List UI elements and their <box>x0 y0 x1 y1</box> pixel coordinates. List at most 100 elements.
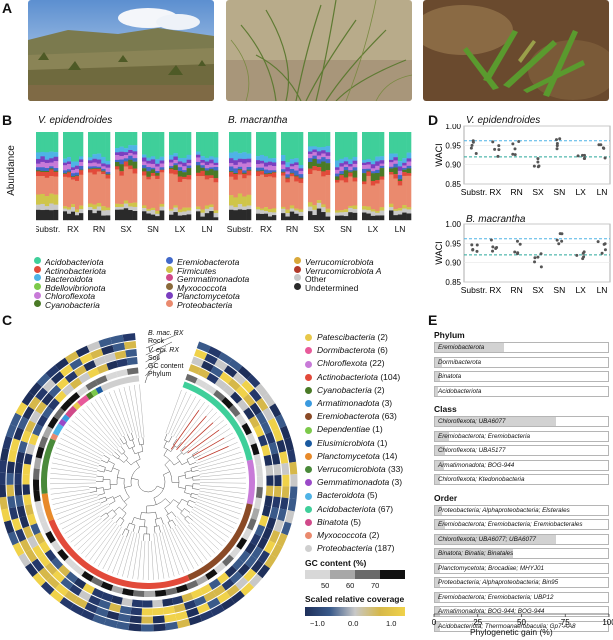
tree-branch <box>127 434 131 441</box>
tree-branch <box>61 503 109 530</box>
bar-segment <box>272 170 277 173</box>
bar-segment <box>159 160 165 164</box>
bar-segment <box>339 175 345 181</box>
tree-branch <box>176 506 183 512</box>
bar-segment <box>44 152 50 160</box>
legend-swatch <box>34 300 41 308</box>
bar-segment <box>67 207 72 210</box>
coverage-ring-segment <box>78 372 91 384</box>
coverage-ring-segment <box>208 578 222 590</box>
bar-segment <box>75 132 80 162</box>
coverage-ring-segment <box>23 494 32 506</box>
bar-segment <box>393 153 399 158</box>
tree-arc <box>186 500 190 505</box>
bar-segment <box>142 208 147 212</box>
bar-segment <box>375 161 380 166</box>
xtick-label: RX <box>67 224 79 234</box>
bar-segment <box>237 204 243 210</box>
bar-segment <box>49 193 54 204</box>
ytick-label: 0.85 <box>445 180 461 189</box>
tree-branch <box>53 496 99 510</box>
coverage-ring-segment <box>131 599 143 608</box>
bar-segment <box>96 171 102 204</box>
bar-segment <box>272 215 277 221</box>
bar-segment <box>260 167 265 171</box>
bar-segment <box>115 166 120 170</box>
bar-segment <box>169 168 174 174</box>
coverage-ring-segment <box>112 342 126 352</box>
bar-segment <box>406 209 412 214</box>
gc-ring-segment <box>132 590 145 597</box>
bar-segment <box>105 160 111 165</box>
coverage-ring-segment <box>257 564 271 579</box>
panel-e-chart: Phylum Eremiobacterota Dormibacterota Binat… <box>434 330 612 632</box>
highlight-branch <box>176 415 207 451</box>
coverage-ring-segment <box>191 356 204 368</box>
tree-branch <box>192 520 223 546</box>
bar-segment <box>321 212 326 221</box>
gc-tick-60: 60 <box>346 581 355 590</box>
coverage-ring-segment <box>267 417 280 432</box>
bar-segment <box>268 172 273 174</box>
tree-branch <box>139 384 145 438</box>
legend-label: Bacteroidota <box>45 274 93 285</box>
bar-segment <box>325 170 331 176</box>
bar-segment <box>312 205 318 210</box>
coverage-ring-segment <box>204 353 218 366</box>
bar-segment <box>159 210 165 221</box>
xtick-label: SX <box>532 187 544 197</box>
data-point <box>558 137 562 141</box>
tree-branch <box>168 391 187 435</box>
xtick-label: LN <box>395 224 406 234</box>
bar-segment <box>67 209 72 214</box>
legend-item: Actinobacteriota <box>34 261 106 279</box>
bar-segment <box>101 215 106 221</box>
legend-label: Acidobacteriota <box>45 257 104 267</box>
ring-label-phylum: Phylum <box>148 371 172 379</box>
coverage-ring-segment <box>152 615 165 624</box>
bar-segment <box>348 176 353 207</box>
bar-segment <box>335 212 340 216</box>
gain-bar-row: Chloroflexota; UBA6077 <box>434 416 609 427</box>
coverage-ring-segment <box>257 550 270 564</box>
coverage-ring-segment <box>24 504 34 516</box>
bar-segment <box>200 156 206 161</box>
bar-segment <box>142 132 147 155</box>
bar-segment <box>362 173 367 182</box>
bar-segment <box>119 132 125 147</box>
bar-segment <box>204 175 210 180</box>
coverage-ring-segment <box>261 444 271 457</box>
ytick-label: 1.00 <box>445 124 461 131</box>
phylum-count: (187) <box>372 543 395 554</box>
bar-segment <box>49 168 54 170</box>
coverage-ring-segment <box>35 401 48 415</box>
phylum-ring-segment <box>187 503 253 581</box>
gain-bar-row: Eremiobacterota; Eremiobacteria <box>434 430 609 442</box>
tree-branch <box>98 526 122 567</box>
tree-branch <box>198 493 244 505</box>
bar-segment <box>53 161 59 169</box>
bar-segment <box>173 132 179 154</box>
bar-segment <box>260 171 265 175</box>
bar-segment <box>40 176 46 195</box>
xtick-label: LN <box>597 285 608 295</box>
bar-segment <box>229 171 234 173</box>
gc-ring-segment <box>111 585 124 595</box>
phylum-swatch <box>305 400 312 408</box>
gc-ring-segment <box>60 399 73 412</box>
phylum-swatch <box>305 347 312 355</box>
tree-branch <box>196 446 240 464</box>
bar-segment <box>92 166 98 169</box>
coverage-ring-segment <box>284 510 295 524</box>
bar-segment <box>63 165 68 171</box>
bar-segment <box>92 204 98 210</box>
bar-segment <box>246 162 252 168</box>
bar-segment <box>53 132 59 153</box>
bar-segment <box>209 211 214 221</box>
bar-segment <box>397 180 403 186</box>
legend-swatch <box>34 291 41 299</box>
bar-segment <box>146 157 152 161</box>
bar-segment <box>272 208 277 213</box>
bar-segment <box>173 207 179 213</box>
bar-segment <box>177 157 183 162</box>
